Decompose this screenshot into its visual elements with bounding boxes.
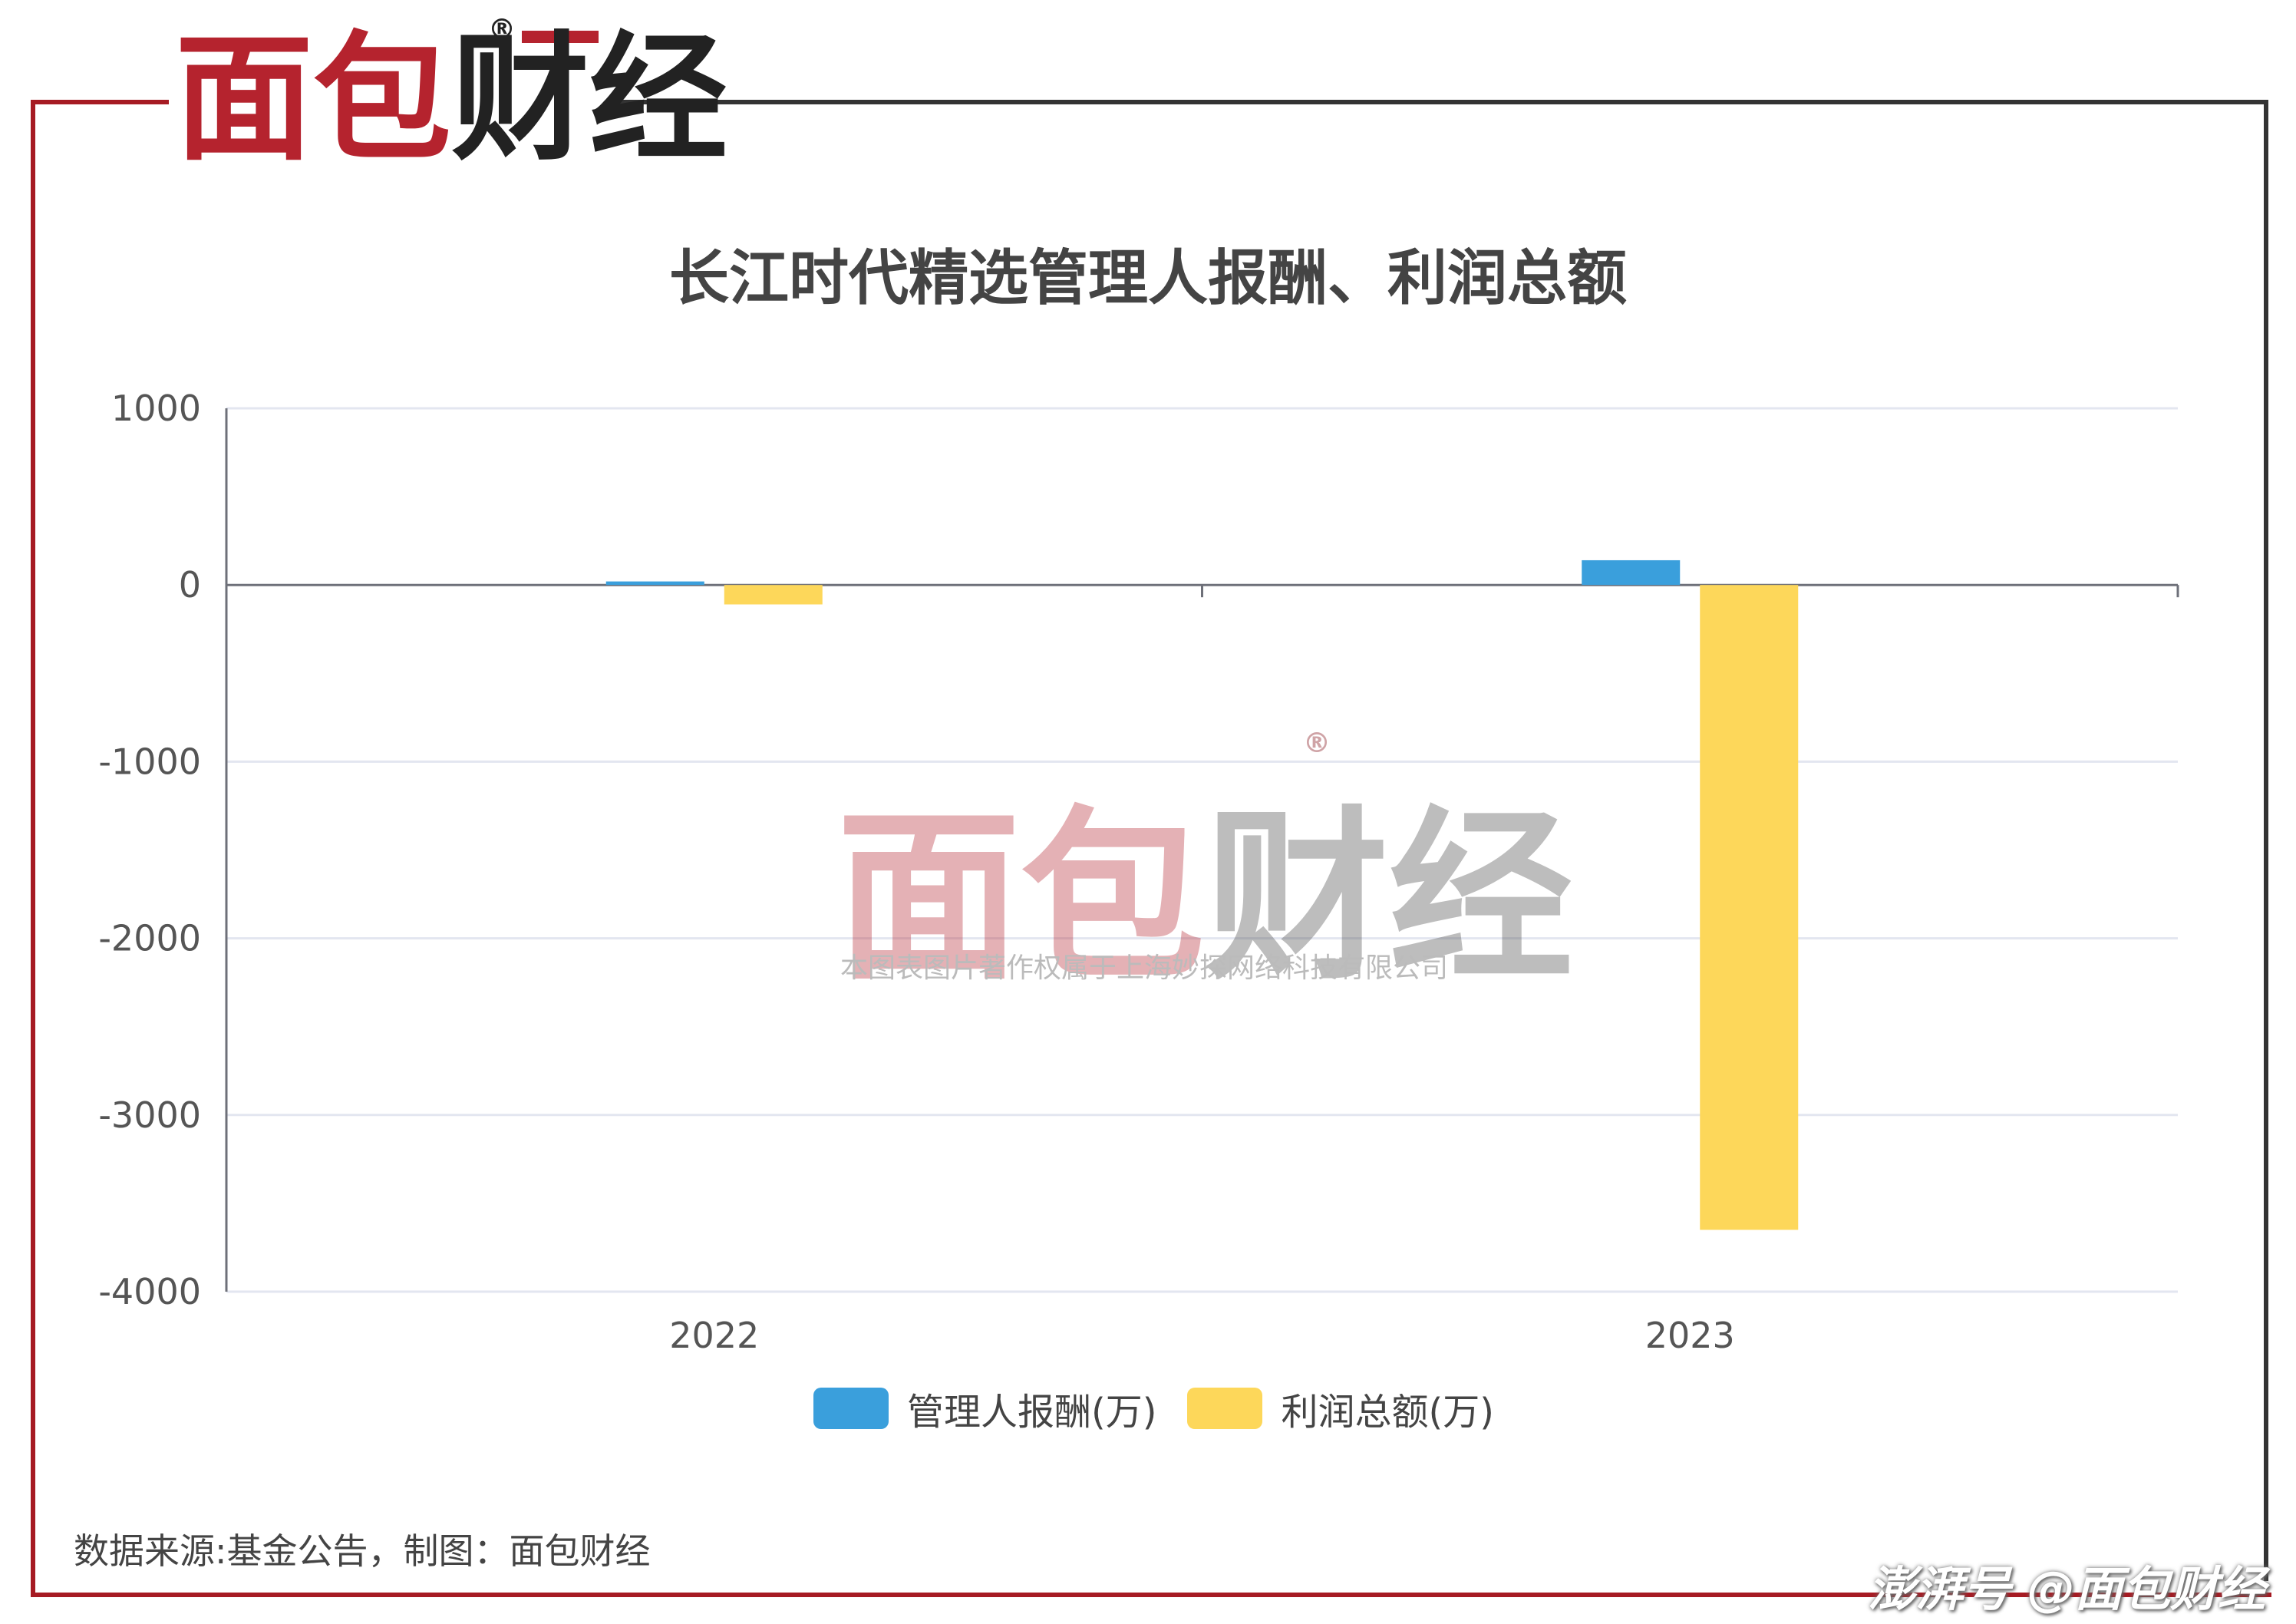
legend-label-management-fee: 管理人报酬(万) bbox=[907, 1391, 1157, 1434]
bar-total-profit-2022 bbox=[724, 585, 823, 605]
y-tick-label: -2000 bbox=[98, 918, 201, 959]
axis-labels: 1000 0 -1000 -2000 -3000 -4000 2022 2023 bbox=[98, 388, 1734, 1356]
bars bbox=[605, 559, 1799, 1230]
y-tick-label: -4000 bbox=[98, 1271, 201, 1312]
grid-lines bbox=[226, 407, 2178, 1293]
brand-logo-dark: 财经 bbox=[451, 19, 728, 180]
bar-management-fee-2023 bbox=[1582, 559, 1681, 586]
legend-swatch-management-fee bbox=[813, 1388, 889, 1429]
y-tick-label: -3000 bbox=[98, 1094, 201, 1136]
y-tick-label: 1000 bbox=[111, 388, 201, 429]
watermark-registered-mark: ® bbox=[1303, 728, 1331, 759]
legend-item-total-profit: 利润总额(万) bbox=[1187, 1381, 1494, 1435]
x-tick-label: 2023 bbox=[1645, 1315, 1735, 1356]
bar-total-profit-2023 bbox=[1700, 585, 1799, 1230]
watermark-logo-dark: 财经 bbox=[1205, 790, 1574, 1005]
y-tick-label: 0 bbox=[179, 564, 201, 606]
registered-mark: ® bbox=[488, 14, 516, 45]
brand-logo-red: 面包 bbox=[175, 19, 452, 180]
watermark-logo: 面包财经 bbox=[836, 748, 1573, 1015]
logo-accent-bar bbox=[522, 31, 599, 43]
chart-legend: 管理人报酬(万) 利润总额(万) bbox=[813, 1381, 1525, 1435]
platform-watermark: 澎湃号 @面包财经 bbox=[1868, 1561, 2265, 1617]
brand-logo: 面包财经 bbox=[175, 23, 727, 177]
legend-label-total-profit: 利润总额(万) bbox=[1281, 1391, 1494, 1434]
legend-item-management-fee: 管理人报酬(万) bbox=[813, 1381, 1156, 1435]
legend-swatch-total-profit bbox=[1187, 1388, 1263, 1429]
bar-management-fee-2022 bbox=[605, 581, 704, 586]
y-tick-label: -1000 bbox=[98, 741, 201, 782]
watermark-copyright: 本图表图片著作权属于上海妙探网络科技有限公司 bbox=[840, 952, 1449, 984]
watermark-logo-red: 面包 bbox=[836, 790, 1206, 1005]
source-note: 数据来源:基金公告，制图：面包财经 bbox=[74, 1530, 651, 1572]
axes bbox=[225, 408, 2179, 1292]
chart-title: 长江时代精选管理人报酬、利润总额 bbox=[668, 244, 1627, 313]
x-tick-label: 2022 bbox=[669, 1315, 759, 1356]
